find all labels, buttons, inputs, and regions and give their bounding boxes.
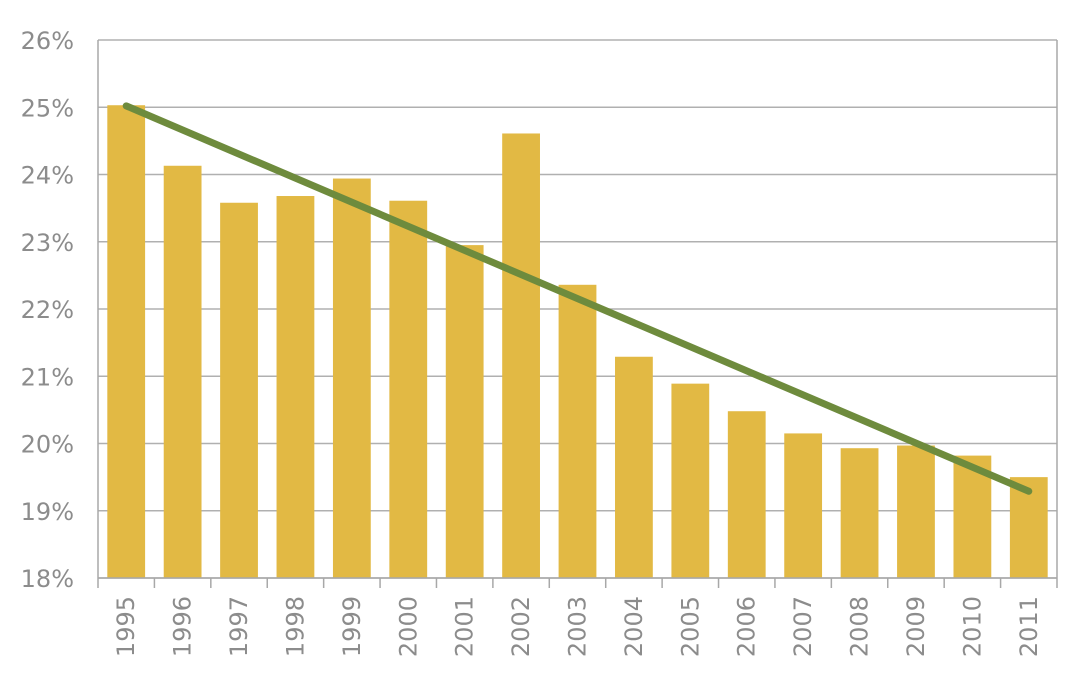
axes (97, 40, 1058, 588)
bar-1996 (163, 165, 202, 578)
x-tick-label: 2002 (507, 596, 535, 657)
x-tick-label: 1998 (281, 596, 309, 657)
y-tick-label: 18% (21, 565, 74, 593)
x-tick-label: 2006 (733, 596, 761, 657)
x-tick-label: 2003 (564, 596, 592, 657)
x-tick-label: 1995 (112, 596, 140, 657)
x-tick-label: 2004 (620, 596, 648, 657)
bar-2000 (389, 200, 428, 579)
y-tick-label: 26% (21, 27, 74, 55)
x-axis-ticks: 1995 1996 1997 1998 1999 2000 2001 2002 2003 2004… (112, 596, 1043, 657)
bar-1998 (276, 196, 315, 578)
x-tick-label: 2010 (958, 596, 986, 657)
x-tick-label: 2000 (394, 596, 422, 657)
bar-2004 (615, 356, 653, 578)
bar-1995 (107, 105, 146, 579)
bar-2008 (840, 448, 879, 578)
y-tick-label: 20% (21, 431, 74, 459)
y-tick-label: 23% (21, 229, 74, 257)
y-tick-label: 22% (21, 296, 74, 324)
y-tick-label: 21% (21, 363, 74, 391)
x-tick-label: 1999 (338, 596, 366, 657)
x-tick-label: 1996 (169, 596, 197, 657)
x-tick-label: 2007 (789, 596, 817, 657)
x-tick-label: 2001 (451, 596, 479, 657)
x-tick-label: 2008 (846, 596, 874, 657)
bar-2001 (445, 245, 484, 579)
bar-2009 (897, 445, 935, 578)
y-tick-label: 19% (21, 498, 74, 526)
bar-2003 (558, 284, 597, 578)
bar-2007 (784, 433, 823, 578)
bar-1997 (220, 202, 258, 578)
bar-2002 (502, 133, 540, 579)
bar-2005 (671, 383, 710, 578)
x-tick-label: 2005 (676, 596, 704, 657)
x-tick-label: 2009 (902, 596, 930, 657)
x-tick-label: 2011 (1015, 596, 1043, 657)
x-tick-label: 1997 (225, 596, 253, 657)
y-tick-label: 25% (21, 94, 74, 122)
bar-1999 (332, 178, 371, 578)
bars (107, 105, 1048, 579)
trendline (122, 102, 1033, 495)
trendline-group (122, 102, 1033, 495)
y-axis-ticks: 18% 19% 20% 21% 22% 23% 24% 25% 26% (21, 27, 74, 593)
y-tick-label: 24% (21, 162, 74, 190)
bar-2006 (727, 411, 766, 578)
